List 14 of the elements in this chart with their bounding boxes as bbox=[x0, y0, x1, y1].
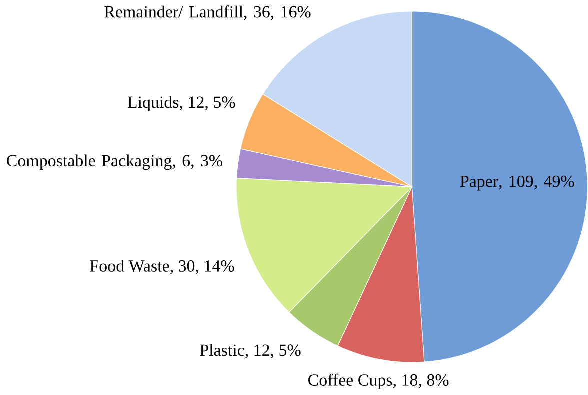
slice-label: Plastic bbox=[200, 344, 244, 356]
data-label: , 18, 8% bbox=[393, 374, 449, 388]
data-label: , 12, 5% bbox=[246, 344, 301, 359]
slice-label: Food Waste bbox=[90, 260, 170, 272]
data-label: , 6, 3% bbox=[172, 155, 222, 170]
slice-label: Liquids bbox=[128, 96, 179, 112]
data-label: , 12, 5% bbox=[180, 96, 236, 111]
data-label: , 36, 16% bbox=[244, 6, 311, 20]
slice-label: Coffee Cups bbox=[308, 374, 392, 390]
slice-label: Paper bbox=[460, 176, 498, 191]
data-label: , 30, 14% bbox=[170, 260, 234, 274]
slice-label: Remainder/ Landfill bbox=[104, 6, 244, 18]
slice-label: Compostable Packaging bbox=[7, 154, 172, 170]
data-label: , 109, 49% bbox=[499, 176, 574, 190]
